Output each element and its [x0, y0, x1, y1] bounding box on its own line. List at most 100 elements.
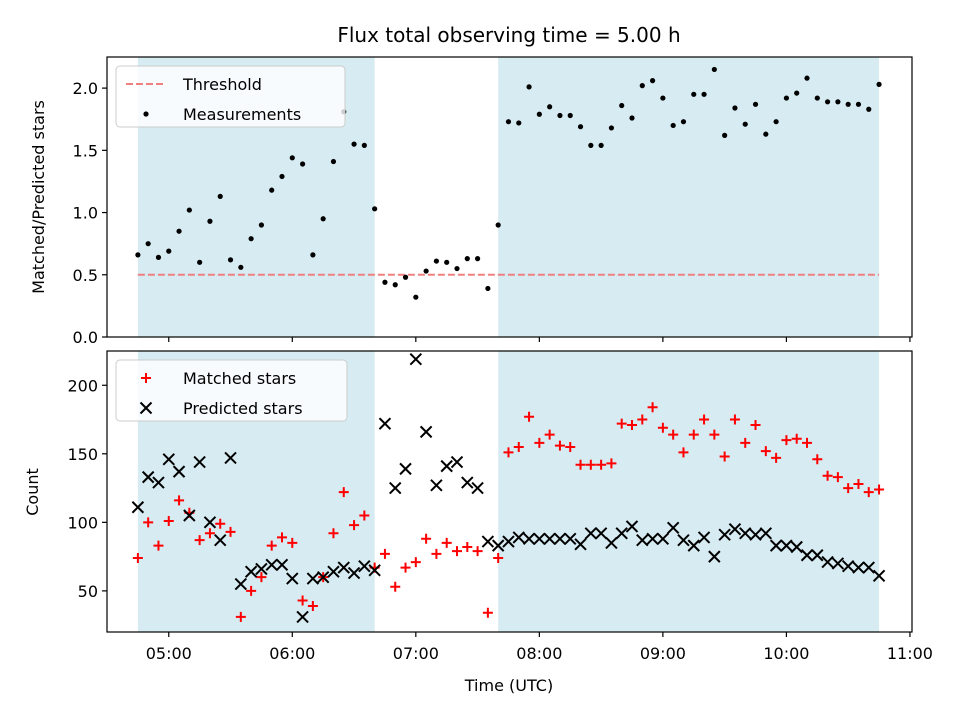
- matched-star-point: [338, 487, 349, 498]
- matched-star-point: [441, 537, 452, 548]
- legend-label: Measurements: [183, 105, 301, 124]
- predicted-star-point: [749, 528, 762, 541]
- predicted-star-point: [316, 570, 330, 584]
- legend-matched-swatch: [141, 373, 151, 383]
- matched-star-point: [565, 441, 576, 452]
- predicted-star-point: [790, 540, 803, 554]
- predicted-star-point: [656, 532, 670, 545]
- predicted-star-point: [553, 532, 567, 545]
- measurement-point: [516, 120, 522, 126]
- matched-star-point: [503, 447, 514, 458]
- predicted-star-point: [224, 451, 237, 465]
- matched-star-point: [266, 540, 277, 551]
- measurement-point: [855, 101, 862, 107]
- x-tick-label: 10:00: [763, 644, 809, 663]
- measurement-point: [732, 105, 738, 111]
- predicted-star-point: [399, 462, 412, 476]
- y-tick-label: 0.5: [73, 266, 98, 285]
- x-tick-label: 08:00: [516, 644, 562, 663]
- measurement-point: [279, 173, 285, 180]
- predicted-star-point: [697, 531, 711, 544]
- measurement-point: [598, 142, 604, 148]
- measurement-point: [392, 282, 398, 288]
- matched-star-point: [606, 458, 617, 469]
- predicted-star-point: [244, 565, 258, 578]
- matched-star-point: [163, 515, 174, 526]
- matched-star-point: [832, 472, 843, 483]
- legend-box: [115, 65, 346, 128]
- predicted-star-point: [440, 459, 453, 473]
- matched-star-point: [750, 420, 761, 431]
- predicted-star-point: [183, 509, 196, 522]
- matched-star-point: [554, 440, 565, 451]
- predicted-star-point: [502, 535, 515, 548]
- legend-label: Threshold: [182, 75, 262, 94]
- measurement-point: [299, 161, 306, 167]
- predicted-star-point: [625, 520, 639, 533]
- predicted-star-point: [491, 539, 505, 552]
- measurement-point: [670, 122, 676, 129]
- x-tick-label: 09:00: [640, 644, 686, 663]
- matched-star-point: [791, 433, 802, 444]
- matched-star-point: [153, 540, 164, 551]
- predicted-star-point: [862, 561, 875, 574]
- count-panel: Count Time (UTC) 50 100 150 200 05:00 06:00 07…: [23, 350, 933, 695]
- predicted-star-point: [605, 536, 618, 550]
- matched-star-point: [513, 441, 524, 452]
- measurement-point: [526, 84, 532, 90]
- measurement-point: [814, 95, 820, 101]
- predicted-star-point: [162, 453, 175, 466]
- matched-star-point: [359, 510, 370, 521]
- predicted-star-point: [409, 353, 423, 366]
- measurement-point: [866, 106, 872, 112]
- predicted-star-point: [728, 522, 742, 536]
- measurement-point: [464, 256, 470, 262]
- predicted-star-point: [265, 558, 278, 572]
- matched-star-point: [647, 402, 658, 413]
- matched-star-point: [194, 535, 205, 546]
- axes-frame: [106, 56, 913, 338]
- measurement-point: [413, 294, 419, 300]
- x-tick-label: 07:00: [393, 644, 439, 663]
- matched-star-point: [596, 459, 607, 470]
- measurement-point: [444, 259, 450, 265]
- predicted-star-point: [646, 532, 659, 545]
- matched-star-point: [874, 484, 885, 495]
- matched-star-point: [410, 557, 421, 568]
- matched-star-point: [297, 595, 308, 606]
- measurement-point: [382, 279, 388, 285]
- predicted-star-point: [337, 561, 350, 574]
- matched-star-point: [575, 459, 586, 470]
- matched-star-point: [246, 585, 257, 596]
- matched-star-point: [524, 411, 535, 422]
- matched-star-point: [256, 572, 267, 583]
- axes-frame: [106, 350, 913, 633]
- predicted-star-point: [172, 465, 186, 478]
- matched-star-point: [688, 429, 699, 440]
- matched-star-point: [493, 552, 504, 563]
- matched-star-point: [431, 548, 442, 559]
- predicted-star-point: [214, 533, 227, 547]
- predicted-star-point: [461, 476, 474, 489]
- ratio-panel-ylabel: Matched/Predicted stars: [29, 100, 48, 294]
- predicted-star-point: [347, 566, 361, 580]
- measurement-point: [742, 121, 748, 127]
- matched-star-point: [709, 429, 720, 440]
- measurement-point: [176, 228, 182, 234]
- measurement-point: [794, 90, 800, 96]
- predicted-star-point: [564, 532, 577, 545]
- predicted-star-point: [800, 549, 814, 562]
- figure-title: Flux total observing time = 5.00 h: [337, 23, 680, 47]
- predicted-star-point: [831, 557, 845, 570]
- measurement-point: [258, 222, 265, 228]
- predicted-star-point: [584, 527, 598, 540]
- predicted-star-point: [677, 533, 690, 547]
- predicted-star-point: [430, 479, 443, 492]
- measurement-point: [619, 102, 625, 109]
- measurement-point: [536, 111, 542, 117]
- predicted-star-point: [533, 532, 546, 545]
- shaded-interval: [498, 57, 880, 337]
- legend: Threshold Measurements: [115, 65, 346, 128]
- legend-predicted-swatch: [139, 401, 153, 415]
